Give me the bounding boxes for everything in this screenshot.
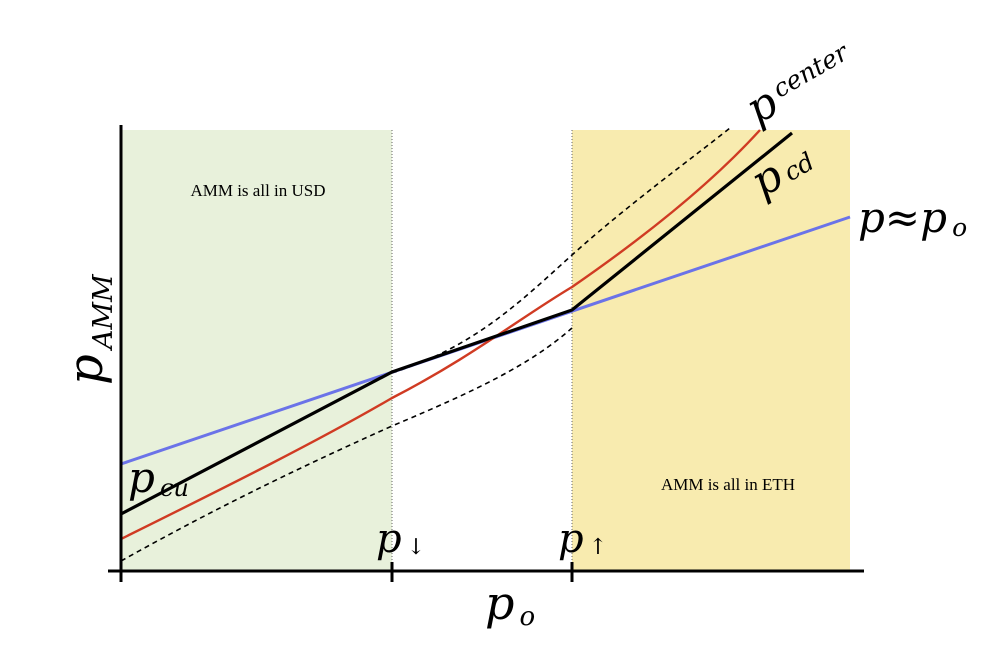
p-approx-label-sub: o: [952, 213, 967, 242]
p-amm-line: [120, 131, 794, 516]
y-axis-label-sub: AMM: [88, 273, 119, 352]
p-center-upper-band: [391, 127, 731, 374]
x-axis-label: p o: [485, 576, 535, 632]
x-tick-label-p-up-main: p: [558, 516, 584, 562]
p-center-line: [120, 129, 761, 541]
x-tick-label-p-down: p ↓: [376, 516, 425, 562]
p-approx-label-main: p≈p: [858, 193, 947, 242]
p-cu-label-main: p: [128, 453, 155, 502]
usd-region-label: AMM is all in USD: [190, 181, 325, 200]
p-center-lower-band: [120, 327, 573, 562]
eth-region-label: AMM is all in ETH: [661, 475, 795, 494]
usd-region: [121, 130, 392, 570]
p-approx-label: p≈p o: [858, 193, 967, 242]
x-axis-label-sub: o: [520, 602, 536, 632]
x-tick-label-p-down-arrow: ↓: [407, 535, 425, 560]
eth-region: [572, 130, 850, 570]
p-cu-label-sub: cu: [160, 474, 189, 502]
y-axis-label-main: p: [58, 354, 114, 385]
x-tick-label-p-up: p ↑: [558, 516, 607, 562]
p-cu-label: p cu: [128, 453, 189, 502]
x-axis-label-main: p: [485, 576, 514, 630]
y-axis-label: p AMM: [58, 273, 119, 385]
x-tick-label-p-down-main: p: [376, 516, 402, 562]
x-tick-label-p-up-arrow: ↑: [589, 535, 607, 560]
